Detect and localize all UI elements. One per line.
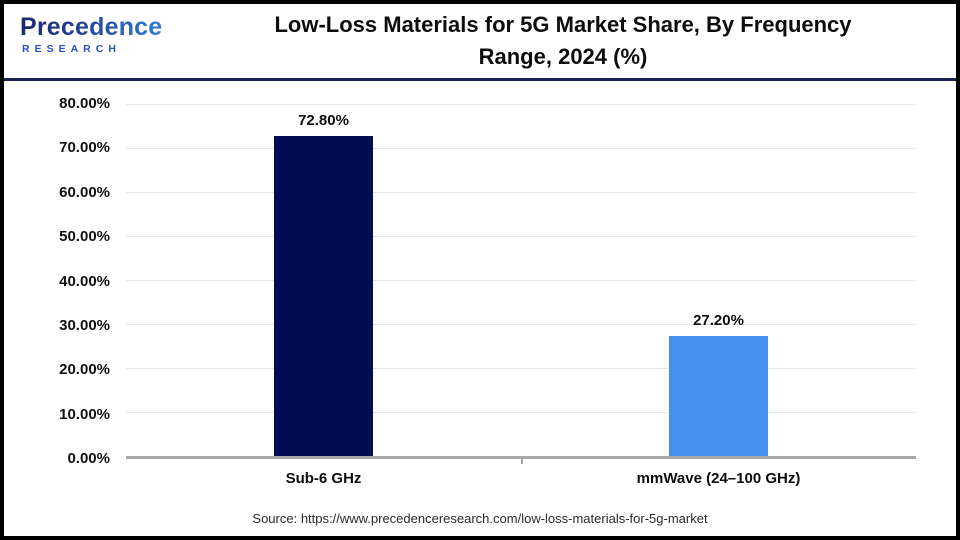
source-text: Source: https://www.precedenceresearch.c…: [252, 511, 708, 526]
y-tick-label: 70.00%: [59, 139, 110, 157]
gridline: [126, 236, 916, 237]
gridline: [126, 324, 916, 325]
bar-value-label: 72.80%: [298, 111, 349, 129]
y-tick-label: 20.00%: [59, 361, 110, 379]
category-label: Sub-6 GHz: [285, 470, 362, 487]
y-axis-labels: 80.00% 70.00% 60.00% 50.00% 40.00% 30.00% 20.0…: [4, 95, 110, 467]
y-tick-label: 10.00%: [59, 405, 110, 423]
x-axis-labels: Sub-6 GHz mmWave (24–100 GHz): [126, 470, 916, 490]
y-tick-label: 40.00%: [59, 272, 110, 290]
header: Precedence RESEARCH Low-Loss Materials f…: [4, 4, 956, 81]
category-label: mmWave (24–100 GHz): [636, 470, 801, 487]
gridline: [126, 192, 916, 193]
y-tick-label: 50.00%: [59, 228, 110, 246]
y-tick-label: 30.00%: [59, 316, 110, 334]
bar-2: [669, 336, 768, 456]
gridline: [126, 368, 916, 369]
axis-tick: [521, 458, 523, 464]
chart-title-line1: Low-Loss Materials for 5G Market Share, …: [274, 12, 852, 37]
gridline: [126, 148, 916, 149]
brand-subtitle: RESEARCH: [22, 43, 121, 55]
chart-title-line2: Range, 2024 (%): [478, 44, 648, 69]
gridline: [126, 412, 916, 413]
chart-area: 80.00% 70.00% 60.00% 50.00% 40.00% 30.00% 20.0…: [4, 81, 956, 532]
y-tick-label: 0.00%: [67, 450, 110, 467]
chart-title: Low-Loss Materials for 5G Market Share, …: [170, 9, 956, 73]
brand-logo: Precedence RESEARCH: [20, 14, 170, 55]
gridline: [126, 104, 916, 105]
plot-area: 72.80% 27.20%: [126, 104, 916, 464]
y-tick-label: 60.00%: [59, 183, 110, 201]
bar-value-label: 27.20%: [693, 312, 744, 330]
y-tick-label: 80.00%: [59, 95, 110, 112]
brand-wordmark: Precedence: [20, 13, 163, 41]
bar-1: [274, 135, 373, 456]
gridline: [126, 280, 916, 281]
